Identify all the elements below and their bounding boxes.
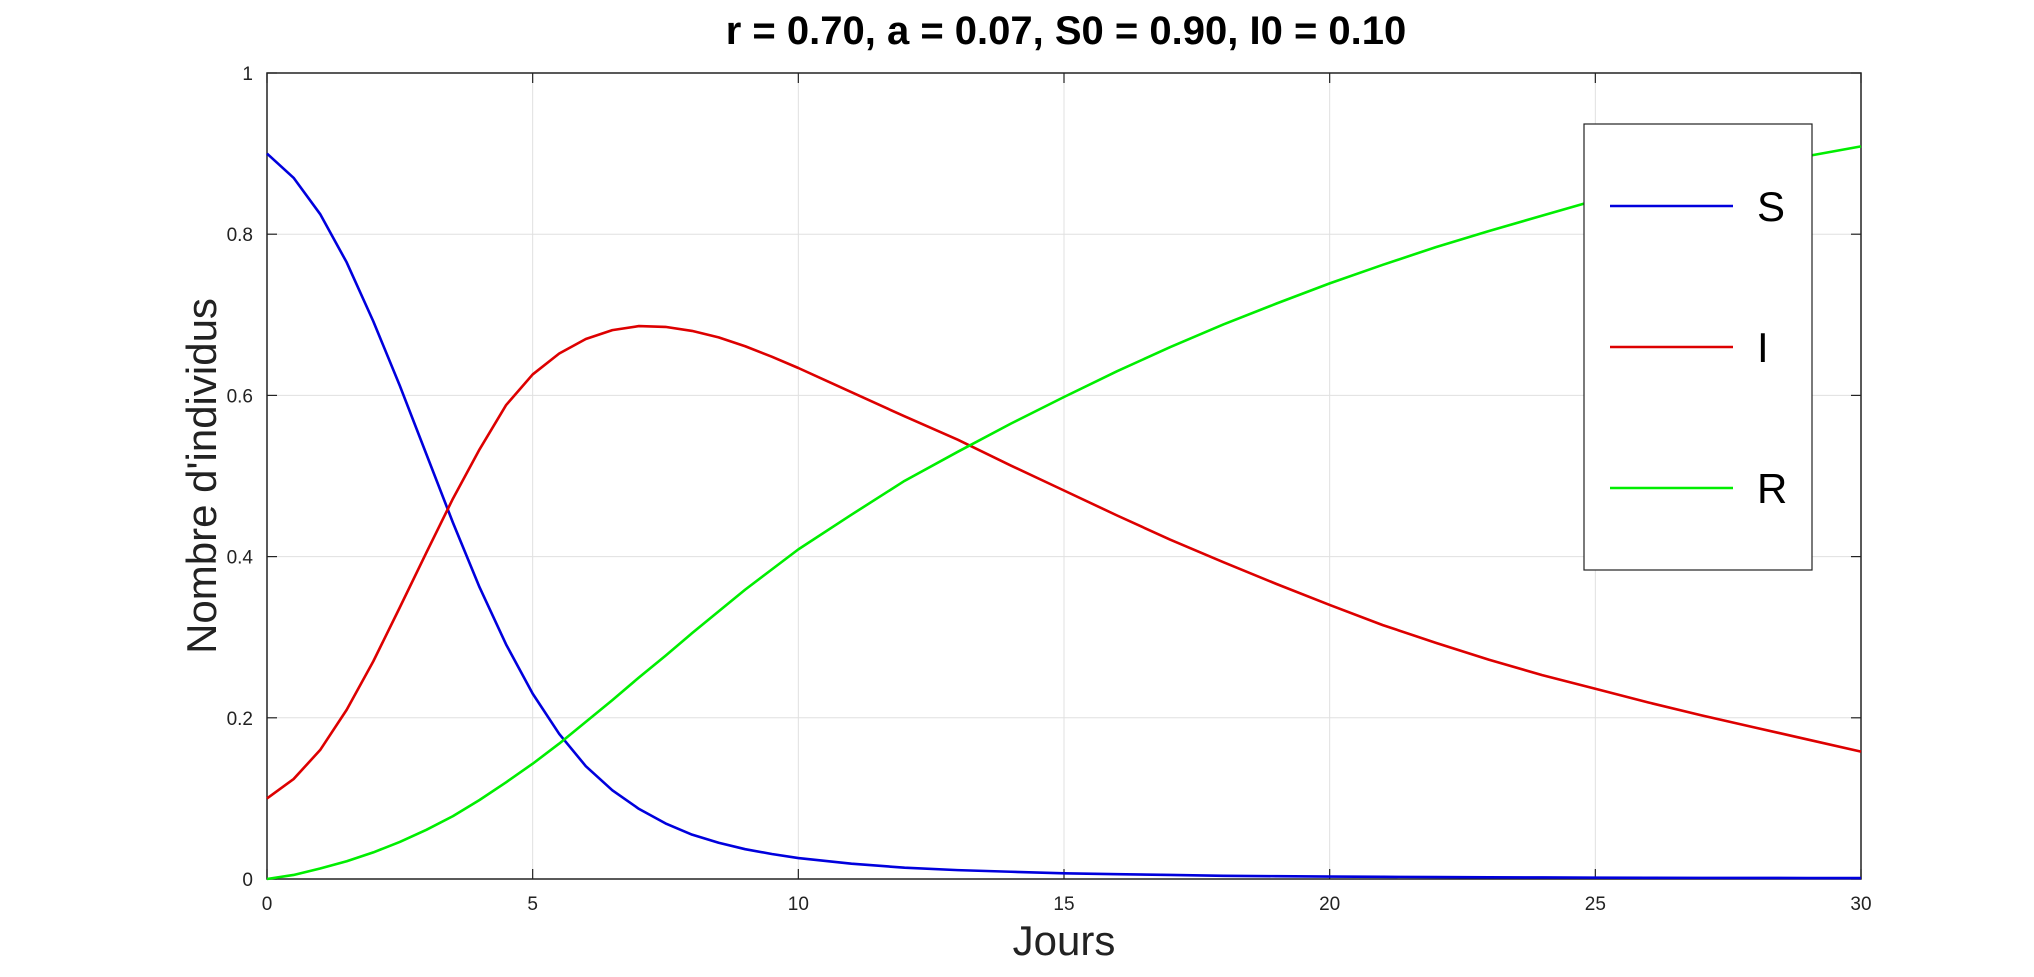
series-line-i <box>266 324 1862 800</box>
y-tick-label: 0.4 <box>227 548 254 569</box>
legend-label-s: S <box>1757 183 1785 230</box>
x-tick-label: 15 <box>1053 894 1074 915</box>
x-tick-label: 0 <box>262 894 273 915</box>
y-tick-label: 0 <box>242 870 253 891</box>
legend-label-i: I <box>1757 324 1769 371</box>
y-tick-label: 0.8 <box>227 225 253 246</box>
series-line-r <box>266 145 1862 881</box>
chart-title: r = 0.70, a = 0.07, S0 = 0.90, I0 = 0.10 <box>726 9 1407 53</box>
x-tick-label: 25 <box>1585 894 1606 915</box>
x-tick-label: 10 <box>788 894 809 915</box>
legend: S I R <box>1583 123 1813 571</box>
series-line-s <box>266 152 1862 880</box>
y-tick-label: 0.6 <box>227 386 253 407</box>
axis-ticks: 0 5 10 15 20 25 30 0 0.2 0.4 0.6 0.8 1 <box>227 64 1872 915</box>
y-tick-label: 1 <box>242 64 253 85</box>
y-tick-label: 0.2 <box>227 709 253 730</box>
x-tick-label: 5 <box>527 894 538 915</box>
x-axis-label: Jours <box>1013 917 1116 964</box>
x-tick-label: 30 <box>1850 894 1871 915</box>
y-axis-label: Nombre d'individus <box>178 298 225 654</box>
series-layer <box>266 145 1862 881</box>
x-tick-label: 20 <box>1319 894 1340 915</box>
legend-label-r: R <box>1757 465 1787 512</box>
